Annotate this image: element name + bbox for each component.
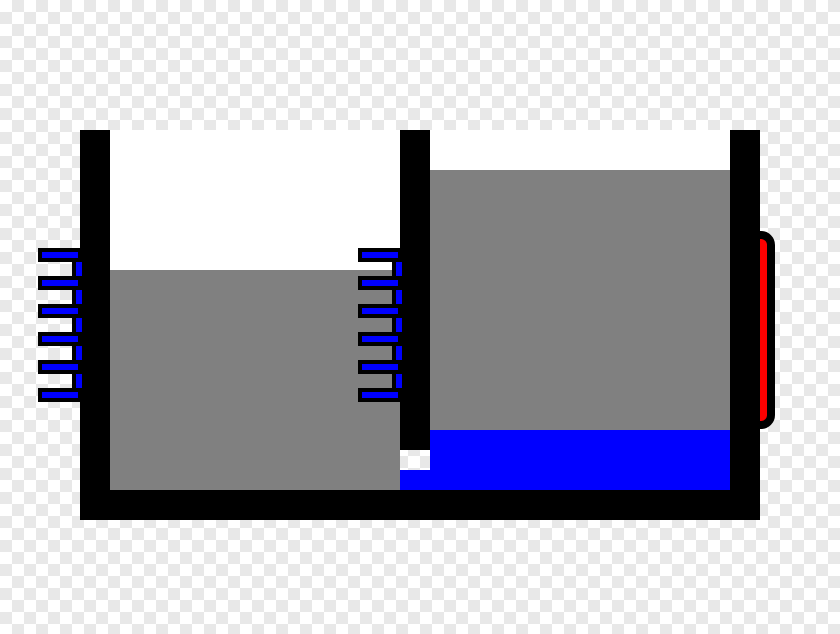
cold-fins-inner-fin [360, 250, 400, 260]
cold-fins-outer-fin [40, 362, 80, 372]
stirling-engine-diagram [0, 0, 840, 634]
cold-fins-outer-fin [40, 250, 80, 260]
cold-fins-outer-fin [40, 278, 80, 288]
cold-fins-inner-fin [360, 362, 400, 372]
vessel-bottom [80, 490, 760, 520]
left-piston [110, 270, 400, 490]
right-piston [430, 170, 730, 430]
cold-fins-outer-spine [74, 250, 84, 400]
cold-fins-outer-fin [40, 334, 80, 344]
cold-fins-inner-spine [394, 250, 404, 400]
vessel-right-wall [730, 130, 760, 520]
cold-fins-inner-fin [360, 278, 400, 288]
canvas [0, 0, 840, 634]
working-fluid-right [430, 430, 730, 490]
cold-fins-outer-fin [40, 306, 80, 316]
cold-fins-inner-fin [360, 306, 400, 316]
cold-fins-outer-fin [40, 390, 80, 400]
cold-fins-inner-fin [360, 390, 400, 400]
cold-fins-inner-fin [360, 334, 400, 344]
